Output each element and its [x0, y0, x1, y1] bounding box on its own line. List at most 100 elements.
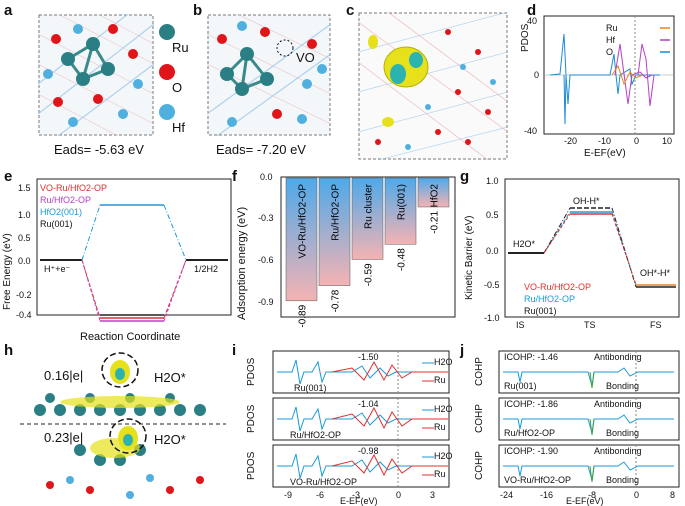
- j-xtick-0: 0: [634, 490, 640, 500]
- legend-ru: Ru: [172, 40, 189, 55]
- e-legend-hfo: HfO2(001): [40, 207, 83, 217]
- g-xtick-ts: TS: [584, 320, 596, 330]
- i-row2-l2: Ru: [434, 422, 446, 432]
- hf-atom-icon: [159, 104, 175, 120]
- i-ylabel-1: PDOS: [246, 357, 257, 386]
- f-bar-value-0: -0.89: [298, 304, 309, 327]
- e-state-final: 1/2H2: [194, 264, 219, 274]
- panel-label-a: a: [4, 2, 13, 19]
- j-row2-icohp: ICOHP: -1.86: [504, 399, 559, 409]
- panel-label-g: g: [460, 168, 470, 185]
- i-xlabel: E-EF(eV): [340, 496, 378, 506]
- pdos-chart-i: [272, 350, 450, 488]
- e-ytick-4: 0.0: [18, 256, 31, 266]
- e-ytick-3: 0.5: [18, 233, 31, 243]
- h-charge-1: 0.16|e|: [44, 368, 84, 383]
- j-row2-name: Ru/HfO2-OP: [504, 428, 556, 438]
- i-xtick-0: 0: [396, 490, 402, 500]
- panel-label-c: c: [346, 2, 355, 19]
- e-ytick-5: -0.2: [16, 290, 32, 300]
- energy-b-label: Eads= -7.20 eV: [216, 142, 306, 157]
- panel-label-j: j: [460, 342, 465, 359]
- i-row1-value: -1.50: [358, 352, 379, 362]
- pdos-chart-d: [543, 15, 675, 135]
- panel-label-d: d: [527, 2, 537, 19]
- i-row1-name: Ru(001): [294, 383, 327, 393]
- f-bar-category-3: Ru(001): [397, 184, 408, 220]
- vacancy-label: VO: [296, 50, 315, 65]
- pdos-d-legend-o: O: [606, 47, 614, 57]
- pdos-d-legend-ru: Ru: [606, 23, 618, 33]
- i-xtick-m9: -9: [284, 490, 293, 500]
- f-bar-3: [384, 177, 417, 245]
- ru-atom-icon: [159, 24, 175, 40]
- e-ytick-6: -0.4: [16, 310, 32, 320]
- pdos-d-ytick-40: 40: [527, 16, 538, 26]
- j-row2-anti: Antibonding: [594, 399, 642, 409]
- e-legend-vo: VO-Ru/HfO2-OP: [40, 183, 108, 193]
- f-bar-value-1: -0.78: [331, 289, 342, 312]
- j-row1-bond: Bonding: [606, 381, 640, 391]
- atom-legend-icons: [159, 24, 175, 120]
- e-state-initial: H⁺+e⁻: [44, 264, 71, 274]
- pdos-d-xlabel: E-EF(eV): [584, 148, 626, 159]
- f-bar-4: [417, 177, 450, 208]
- f-bar-value-4: -0.21: [430, 211, 441, 234]
- pdos-d-xtick-0: 0: [634, 136, 640, 146]
- f-bar-category-4: HfO2: [430, 184, 441, 208]
- j-xlabel: E-EF(eV): [566, 496, 604, 506]
- e-ytick-2: 1.0: [18, 210, 31, 220]
- pdos-d-xtick-m10: -10: [598, 136, 612, 146]
- i-row2-name: Ru/HfO2-OP: [290, 430, 342, 440]
- panel-label-b: b: [193, 2, 203, 19]
- kinetic-barrier-chart-g: [504, 178, 680, 318]
- charge-density-image: [358, 12, 508, 160]
- j-row3-anti: Antibonding: [594, 446, 642, 456]
- j-row3-name: VO-Ru/HfO2-OP: [504, 475, 572, 485]
- g-ytick-2: 0.5: [486, 210, 499, 220]
- f-bar-category-2: Ru cluster: [364, 183, 375, 229]
- g-legend-vo: VO-Ru/HfO2-OP: [524, 282, 592, 292]
- structure-a-image: [38, 14, 154, 136]
- panel-label-f: f: [232, 168, 237, 185]
- energy-a-label: Eads= -5.63 eV: [54, 142, 144, 157]
- i-xtick-m6: -6: [316, 490, 325, 500]
- g-ytick-3: 0.0: [486, 246, 499, 256]
- pdos-d-ytick-0: 0: [534, 70, 540, 80]
- g-ytick-4: -0.5: [484, 280, 500, 290]
- f-bar-value-3: -0.48: [397, 248, 408, 271]
- legend-o: O: [172, 80, 183, 95]
- j-row1-name: Ru(001): [504, 381, 537, 391]
- i-row3-l2: Ru: [434, 469, 446, 479]
- g-annot-ohsh: OH*-H*: [640, 268, 671, 278]
- f-ylabel: Adsorption energy (eV): [236, 206, 248, 320]
- i-row2-value: -1.04: [358, 399, 379, 409]
- pdos-d-legend-hf: Hf: [606, 35, 615, 45]
- i-row1-l1: H2O: [434, 357, 453, 367]
- cohp-chart-j: [498, 350, 680, 488]
- g-annot-ohh: OH-H*: [573, 196, 600, 206]
- structure-b-image: [207, 14, 331, 136]
- e-ylabel: Free Energy (eV): [2, 233, 13, 310]
- j-ylabel-2: COHP: [474, 404, 485, 433]
- j-xtick-m24: -24: [500, 490, 514, 500]
- h-mol-2: H2O*: [154, 432, 186, 447]
- h-charge-2: 0.23|e|: [44, 430, 84, 445]
- free-energy-chart-e: [36, 178, 232, 322]
- f-bar-0: [285, 177, 318, 302]
- e-ytick-1: 1.5: [18, 183, 31, 193]
- adsorption-chart-f: VO-Ru/HfO2-OP -0.89 Ru/HfO2-OP -0.78 Ru clus…: [280, 176, 456, 328]
- g-xtick-fs: FS: [650, 320, 662, 330]
- j-xtick-m8: -8: [588, 490, 597, 500]
- f-bar-value-2: -0.59: [364, 263, 375, 286]
- i-ylabel-3: PDOS: [246, 451, 257, 480]
- g-ylabel: Kinetic Barrier (eV): [464, 215, 475, 300]
- i-xtick-3: 3: [430, 490, 436, 500]
- vacancy-circle-icon: [276, 39, 294, 57]
- pdos-d-xtick-m20: -20: [564, 136, 578, 146]
- i-row3-value: -0.98: [358, 446, 379, 456]
- j-row3-icohp: ICOHP: -1.90: [504, 446, 559, 456]
- j-ylabel-1: COHP: [474, 357, 485, 386]
- j-row2-bond: Bonding: [606, 428, 640, 438]
- i-row1-l2: Ru: [434, 375, 446, 385]
